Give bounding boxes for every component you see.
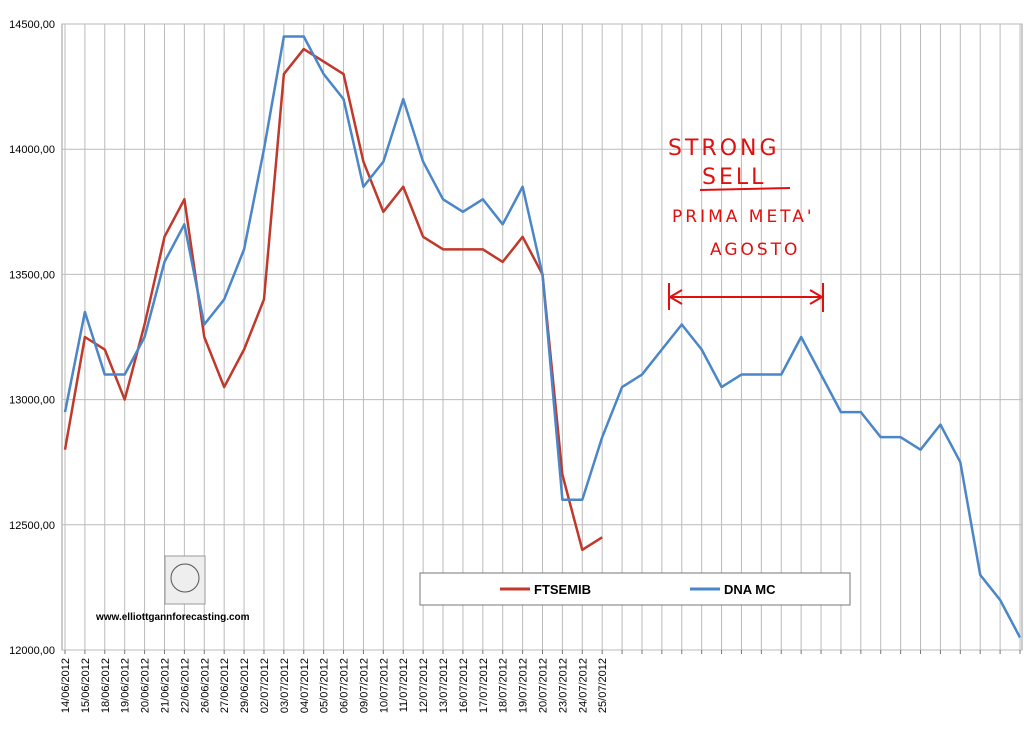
x-tick-label: 06/07/2012 [339,658,351,713]
x-tick-label: 03/07/2012 [279,658,291,713]
x-tick-label: 02/07/2012 [259,658,271,713]
y-tick-label: 14500,00 [9,19,55,31]
x-tick-label: 27/06/2012 [219,658,231,713]
annotation: STRONG [668,136,780,161]
x-tick-label: 04/07/2012 [299,658,311,713]
x-tick-label: 15/06/2012 [80,658,92,713]
legend-label: DNA MC [724,582,776,597]
x-tick-label: 22/06/2012 [179,658,191,713]
annotation: AGOSTO [710,240,800,260]
x-tick-label: 18/07/2012 [498,658,510,713]
legend [419,572,851,606]
annotation: PRIMA META' [672,207,815,227]
x-tick-label: 21/06/2012 [159,658,171,713]
x-tick-label: 18/06/2012 [100,658,112,713]
x-tick-label: 25/07/2012 [597,658,609,713]
x-tick-label: 05/07/2012 [319,658,331,713]
x-tick-label: 12/07/2012 [418,658,430,713]
x-tick-label: 16/07/2012 [458,658,470,713]
x-tick-label: 11/07/2012 [398,658,410,712]
x-tick-label: 19/06/2012 [120,658,132,713]
x-tick-label: 09/07/2012 [358,658,370,713]
x-tick-label: 24/07/2012 [577,658,589,713]
annotation: SELL [702,165,766,190]
y-tick-label: 13500,00 [9,269,55,281]
y-tick-label: 13000,00 [9,395,55,407]
legend-label: FTSEMIB [534,582,591,597]
x-tick-label: 29/06/2012 [239,658,251,713]
x-tick-label: 13/07/2012 [438,658,450,713]
series-line [63,47,603,552]
x-tick-label: 14/06/2012 [60,658,72,713]
x-tick-label: 26/06/2012 [199,658,211,713]
x-tick-label: 19/07/2012 [518,658,530,713]
y-tick-label: 14000,00 [9,144,55,156]
y-tick-label: 12000,00 [9,645,55,657]
logo-figure [170,563,200,593]
x-tick-label: 20/07/2012 [538,658,550,713]
x-tick-label: 20/06/2012 [140,658,152,713]
x-tick-label: 23/07/2012 [557,658,569,713]
arrow [668,283,824,312]
underline [699,187,791,191]
watermark: www.elliottgannforecasting.com [95,612,250,623]
y-tick-label: 12500,00 [9,520,55,532]
x-tick-label: 10/07/2012 [378,658,390,713]
x-tick-label: 17/07/2012 [478,658,490,713]
series-line [63,35,1022,639]
